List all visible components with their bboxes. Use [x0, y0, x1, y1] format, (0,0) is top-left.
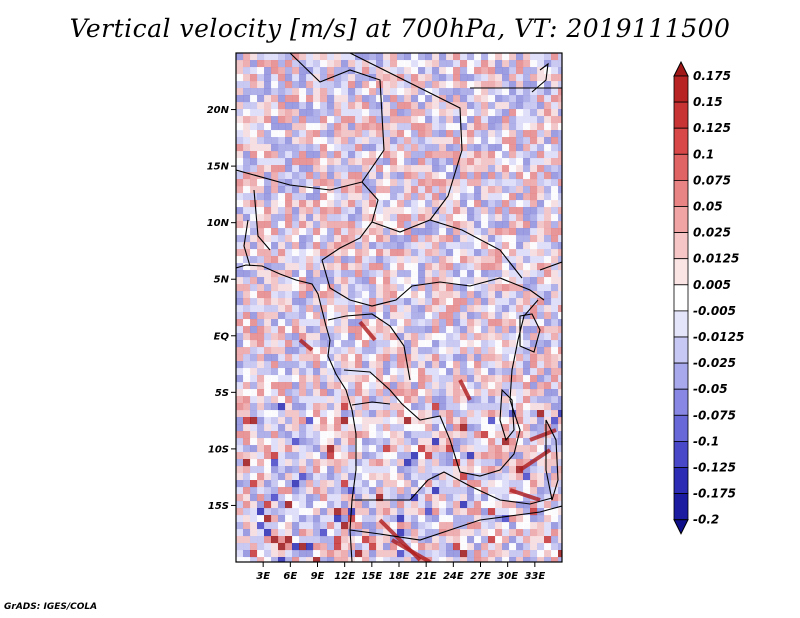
border-line	[349, 53, 463, 221]
lat-tick-label: 20N	[207, 105, 230, 116]
lat-tick-label: 5S	[215, 388, 229, 399]
coastline	[236, 264, 357, 562]
country-borders	[236, 53, 562, 562]
colorbar-segment	[673, 101, 689, 129]
lat-tick-label: EQ	[214, 331, 230, 342]
lon-tick-label: 12E	[334, 571, 355, 582]
lake-outline	[499, 388, 515, 442]
colorbar-label: -0.0125	[693, 330, 744, 344]
colorbar-segment	[673, 75, 689, 103]
colorbar-segment	[673, 179, 689, 207]
border-line	[236, 169, 363, 191]
border-line	[321, 259, 545, 307]
border-line	[253, 189, 271, 251]
lake-outline	[519, 313, 541, 353]
colorbar-label: 0.025	[693, 226, 731, 240]
colorbar-label: -0.2	[693, 513, 719, 527]
colorbar-label: -0.125	[693, 461, 736, 475]
colorbar-label: 0.175	[693, 69, 731, 83]
colorbar-segment	[673, 127, 689, 155]
border-line	[531, 62, 549, 93]
colorbar: 0.175 0.15 0.125 0.1 0.075 0.05 0.025 0.0125 0.0…	[673, 60, 744, 535]
colorbar-label: -0.175	[693, 487, 736, 501]
lon-tick-label: 24E	[443, 571, 464, 582]
lon-tick-label: 33E	[524, 571, 545, 582]
colorbar-label: -0.05	[693, 382, 728, 396]
colorbar-label: 0.075	[693, 173, 731, 187]
lon-tick-label: 30E	[497, 571, 518, 582]
border-line	[243, 219, 251, 267]
grads-credit: GrADS: IGES/COLA	[4, 602, 98, 612]
lon-tick-label: 27E	[470, 571, 491, 582]
colorbar-segment	[673, 414, 689, 442]
border-line	[351, 401, 391, 406]
colorbar-segment	[673, 258, 689, 286]
border-line	[349, 505, 562, 541]
lat-tick-label: 5N	[214, 275, 230, 286]
border-line	[371, 219, 523, 279]
colorbar-label: 0.005	[693, 278, 731, 292]
colorbar-label: 0.1	[693, 147, 714, 161]
colorbar-label: 0.125	[693, 121, 731, 135]
colorbar-segment	[673, 440, 689, 468]
colorbar-label: -0.1	[693, 434, 719, 448]
lon-tick-label: 21E	[416, 571, 437, 582]
colorbar-top-arrow	[673, 60, 689, 77]
colorbar-label: 0.05	[693, 200, 723, 214]
lon-tick-label: 15E	[361, 571, 382, 582]
lat-tick-label: 10N	[207, 218, 230, 229]
map-axes: 20N 15N 10N 5N EQ 5S 10S 15S 3E 6E 9E 12E 15E 18E 21E 2…	[207, 105, 546, 582]
colorbar-segment	[673, 284, 689, 312]
colorbar-segment	[673, 362, 689, 390]
lake-outline	[545, 419, 559, 501]
border-line	[352, 471, 553, 505]
lon-tick-label: 9E	[311, 571, 325, 582]
colorbar-label: -0.025	[693, 356, 736, 370]
colorbar-segment	[673, 206, 689, 234]
colorbar-segment	[673, 388, 689, 416]
border-line	[327, 313, 411, 381]
lat-tick-label: 10S	[208, 444, 229, 455]
colorbar-segment	[673, 467, 689, 495]
colorbar-segment	[673, 232, 689, 260]
lon-tick-label: 6E	[283, 571, 297, 582]
velocity-field	[236, 53, 562, 562]
lon-tick-label: 18E	[389, 571, 410, 582]
border-line	[539, 261, 562, 271]
colorbar-segment	[673, 493, 689, 521]
lat-tick-label: 15N	[207, 162, 230, 173]
colorbar-segment	[673, 336, 689, 364]
colorbar-label: 0.0125	[693, 252, 739, 266]
colorbar-label: -0.005	[693, 304, 736, 318]
map-title: Vertical velocity [m/s] at 700hPa, VT: 2…	[69, 14, 731, 43]
colorbar-bottom-arrow	[673, 519, 689, 535]
lat-tick-label: 15S	[208, 501, 229, 512]
border-line	[343, 299, 539, 477]
border-line	[289, 53, 385, 183]
colorbar-segment	[673, 310, 689, 338]
colorbar-segment	[673, 153, 689, 181]
lon-tick-label: 3E	[256, 571, 270, 582]
colorbar-label: 0.15	[693, 95, 723, 109]
border-line	[321, 181, 379, 261]
colorbar-label: -0.075	[693, 408, 736, 422]
